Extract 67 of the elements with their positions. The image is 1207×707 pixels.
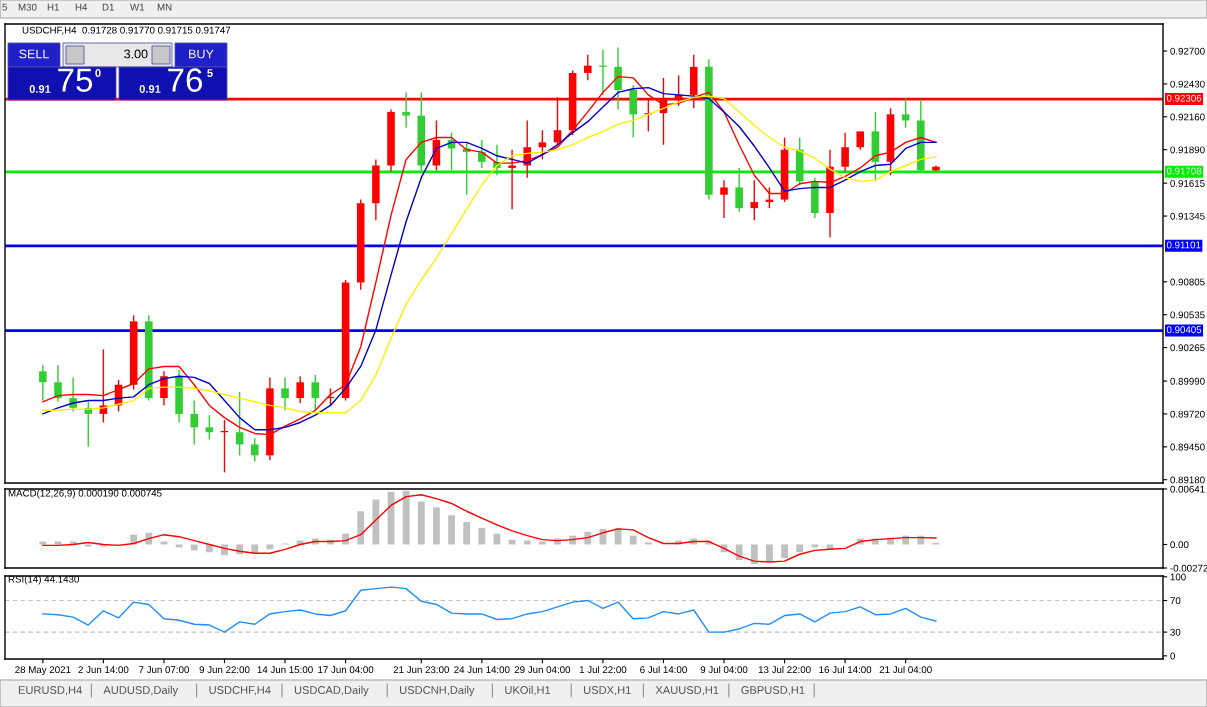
ref-line-label: 0.91708	[1166, 167, 1202, 175]
ref-line-label: 0.92306	[1166, 94, 1202, 102]
y-tick-label: 30	[1170, 628, 1181, 636]
text: MN	[157, 3, 172, 11]
y-tick-label: 0.89720	[1170, 410, 1205, 418]
annotation: 0.91	[139, 85, 161, 93]
y-tick-label: 0.91615	[1170, 179, 1205, 187]
y-tick-label: 0.92430	[1170, 80, 1205, 88]
y-tick-label: 0.89450	[1170, 443, 1205, 451]
x-tick-label: 28 May 2021	[15, 666, 71, 676]
x-tick-label: 29 Jun 04:00	[514, 666, 571, 674]
annotation: 0	[95, 69, 101, 77]
y-tick-label: -0.00272	[1170, 564, 1207, 572]
x-tick-label: 14 Jun 15:00	[257, 666, 313, 674]
text: UKOil,H1	[505, 685, 551, 696]
annotation: 5	[207, 69, 213, 77]
x-tick-label: 9 Jun 22:00	[199, 666, 250, 674]
annotation: BUY	[189, 49, 214, 59]
annotation: 75	[58, 68, 93, 92]
x-tick-label: 21 Jun 23:00	[393, 666, 450, 674]
x-tick-label: 6 Jul 14:00	[640, 665, 687, 674]
text: AUDUSD,Daily	[103, 685, 179, 697]
text: USDCNH,Daily	[400, 685, 475, 697]
chart-title: USDCHF,H4 0.91728 0.91770 0.91715 0.91747	[22, 26, 231, 35]
y-tick-label: 70	[1170, 597, 1181, 605]
text: M30	[18, 3, 37, 11]
text: H4	[75, 3, 88, 11]
text: EURUSD,H4	[18, 686, 82, 696]
text: GBPUSD,H1	[741, 686, 805, 696]
x-tick-label: 17 Jun 04:00	[318, 666, 374, 674]
y-tick-label: 0.92700	[1170, 47, 1205, 55]
text: H1	[47, 3, 59, 11]
y-tick-label: 100	[1170, 573, 1186, 581]
annotation: 3.00	[124, 49, 148, 59]
x-tick-label: 21 Jul 04:00	[879, 665, 932, 674]
text: USDCHF,H4	[209, 686, 271, 696]
x-tick-label: 2 Jun 14:00	[78, 666, 129, 674]
y-tick-label: 0.90535	[1170, 311, 1205, 319]
y-tick-label: 0	[1170, 652, 1175, 660]
text: D1	[102, 3, 114, 11]
y-tick-label: 0.90265	[1170, 344, 1205, 352]
ref-line-label: 0.91101	[1166, 241, 1201, 249]
y-tick-label: 0.00	[1170, 541, 1189, 549]
y-tick-label: 0.89990	[1170, 377, 1205, 385]
x-tick-label: 1 Jul 22:00	[579, 665, 627, 674]
y-tick-label: 0.89180	[1170, 476, 1205, 484]
x-tick-label: 7 Jun 07:00	[139, 666, 189, 674]
y-tick-label: 0.00641	[1170, 485, 1205, 493]
chart-title: MACD(12,26,9) 0.000190 0.000745	[8, 489, 162, 499]
ref-line-label: 0.90405	[1166, 326, 1202, 334]
text: USDX,H1	[584, 686, 631, 696]
annotation: 76	[168, 68, 203, 92]
x-tick-label: 9 Jul 04:00	[700, 665, 748, 674]
y-tick-label: 0.90805	[1170, 278, 1205, 286]
annotation: SELL	[19, 49, 49, 59]
y-tick-label: 0.91345	[1170, 212, 1205, 220]
text: W1	[130, 3, 145, 11]
y-tick-label: 0.91890	[1170, 146, 1205, 154]
x-tick-label: 16 Jul 14:00	[819, 665, 872, 674]
x-tick-label: 13 Jul 22:00	[758, 665, 811, 674]
text: XAUUSD,H1	[655, 686, 719, 696]
text: 5	[2, 3, 7, 11]
x-tick-label: 24 Jun 14:00	[454, 666, 510, 674]
text: USDCAD,Daily	[294, 685, 369, 697]
chart-title: RSI(14) 44.1430	[8, 575, 79, 585]
annotation: 0.91	[29, 85, 51, 93]
y-tick-label: 0.92160	[1170, 113, 1205, 121]
